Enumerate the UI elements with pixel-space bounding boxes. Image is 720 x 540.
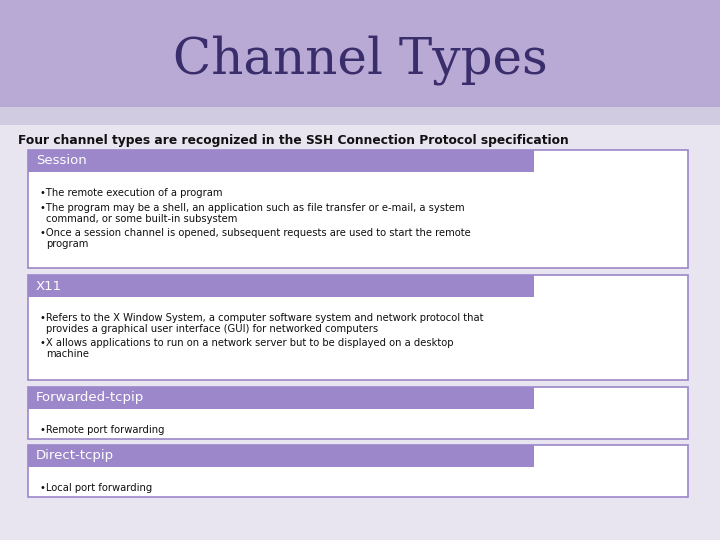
Bar	[28, 387, 534, 409]
Text: X11: X11	[36, 280, 62, 293]
Text: Channel Types: Channel Types	[173, 35, 547, 85]
Text: Forwarded-tcpip: Forwarded-tcpip	[36, 392, 144, 404]
Text: program: program	[46, 239, 89, 249]
Text: •Refers to the X Window System, a computer software system and network protocol : •Refers to the X Window System, a comput…	[40, 313, 484, 323]
Bar	[28, 445, 534, 467]
Bar	[28, 275, 688, 380]
Text: Direct-tcpip: Direct-tcpip	[36, 449, 114, 462]
Text: provides a graphical user interface (GUI) for networked computers: provides a graphical user interface (GUI…	[46, 324, 378, 334]
Text: •Once a session channel is opened, subsequent requests are used to start the rem: •Once a session channel is opened, subse…	[40, 228, 471, 238]
Text: •Remote port forwarding: •Remote port forwarding	[40, 425, 164, 435]
Bar	[0, 0, 720, 122]
Text: command, or some built-in subsystem: command, or some built-in subsystem	[46, 214, 238, 224]
Bar	[28, 387, 688, 439]
Text: Four channel types are recognized in the SSH Connection Protocol specification: Four channel types are recognized in the…	[18, 134, 569, 147]
Bar	[28, 150, 688, 268]
Bar	[0, 107, 720, 125]
Text: •The program may be a shell, an application such as file transfer or e-mail, a s: •The program may be a shell, an applicat…	[40, 203, 464, 213]
Bar	[28, 275, 534, 297]
Text: •The remote execution of a program: •The remote execution of a program	[40, 188, 222, 198]
Text: Session: Session	[36, 154, 86, 167]
Text: machine: machine	[46, 349, 89, 359]
Text: •Local port forwarding: •Local port forwarding	[40, 483, 152, 493]
Bar	[28, 445, 688, 497]
Text: •X allows applications to run on a network server but to be displayed on a deskt: •X allows applications to run on a netwo…	[40, 338, 454, 348]
Bar	[28, 150, 534, 172]
